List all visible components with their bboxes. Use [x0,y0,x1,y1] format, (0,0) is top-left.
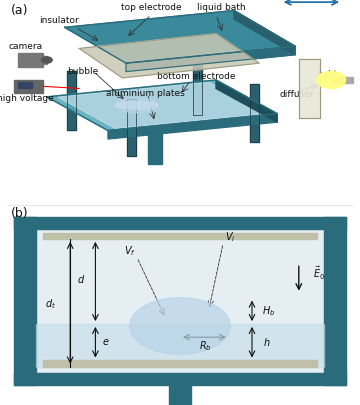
Polygon shape [14,373,346,385]
Polygon shape [250,84,259,142]
Polygon shape [20,56,47,64]
Text: $R_b$: $R_b$ [199,339,212,353]
Text: $\vec{E}_0$: $\vec{E}_0$ [313,265,325,282]
Polygon shape [65,11,295,63]
Polygon shape [108,114,277,139]
Text: $d$: $d$ [77,273,85,286]
Text: bubble: bubble [67,67,98,76]
Polygon shape [193,56,202,115]
Polygon shape [79,34,259,78]
Text: $h$: $h$ [263,336,270,348]
Polygon shape [216,80,277,122]
Polygon shape [36,229,324,373]
Polygon shape [18,53,43,67]
Text: $H_b$: $H_b$ [262,304,275,318]
Polygon shape [127,99,136,156]
Polygon shape [36,324,324,367]
Text: $e$: $e$ [102,337,110,347]
Polygon shape [234,11,295,55]
Polygon shape [43,233,317,239]
Polygon shape [18,82,32,88]
Text: aluminium plates: aluminium plates [107,89,185,98]
Polygon shape [126,46,295,72]
Text: (b): (b) [11,207,28,220]
Circle shape [317,72,346,88]
Circle shape [130,298,230,354]
Polygon shape [43,360,317,367]
Text: high voltage: high voltage [0,94,54,104]
Text: bottom electrode: bottom electrode [157,72,235,81]
Text: light: light [318,70,338,79]
Text: camera: camera [8,42,42,51]
Text: (a): (a) [11,4,28,17]
Polygon shape [331,77,353,83]
Text: $V_f$: $V_f$ [123,244,136,258]
Polygon shape [14,217,346,229]
Polygon shape [58,82,266,128]
Text: $d_t$: $d_t$ [45,297,56,311]
Polygon shape [47,80,277,130]
Polygon shape [67,70,76,130]
Polygon shape [169,385,191,405]
Text: liquid bath: liquid bath [197,3,246,12]
Text: top electrode: top electrode [121,3,181,12]
Polygon shape [148,133,162,164]
Ellipse shape [115,102,158,109]
Circle shape [41,57,52,63]
Text: diffuser: diffuser [280,90,314,99]
Polygon shape [324,217,346,385]
Circle shape [317,72,346,88]
Text: $V_i$: $V_i$ [225,230,236,244]
Polygon shape [14,217,36,385]
Polygon shape [299,59,320,118]
Polygon shape [14,80,43,93]
Ellipse shape [115,98,158,113]
Text: insulator: insulator [40,15,79,25]
